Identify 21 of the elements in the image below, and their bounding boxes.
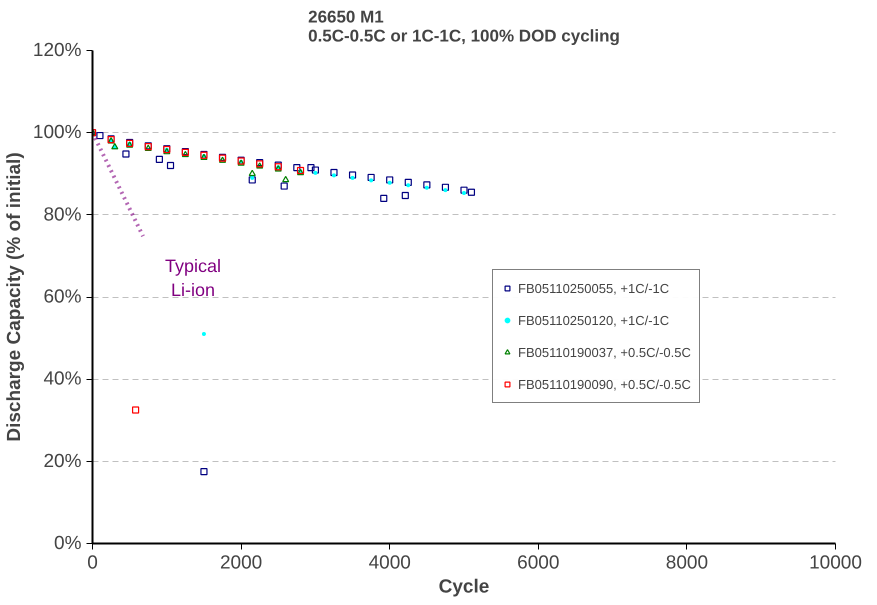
y-tick-label: 80%: [43, 204, 82, 226]
legend-label: FB05110190090, +0.5C/-0.5C: [518, 376, 691, 392]
y-tick-label: 20%: [43, 450, 82, 472]
x-tick-label: 8000: [666, 552, 708, 574]
y-tick-label: 40%: [43, 368, 82, 390]
x-tick-label: 2000: [220, 552, 262, 574]
y-tick-label: 0%: [54, 533, 82, 554]
y-tick-label: 100%: [32, 122, 82, 144]
x-tick-label: 4000: [368, 552, 411, 574]
legend-label: FB05110250055, +1C/-1C: [518, 280, 670, 296]
x-tick-label: 10000: [809, 552, 862, 574]
y-axis-title: Discharge Capacity (% of initial): [4, 152, 25, 442]
x-tick-label: 0: [87, 552, 98, 574]
y-tick-label: 60%: [43, 286, 82, 308]
legend-label: FB05110250120, +1C/-1C: [518, 312, 670, 328]
x-axis-title: Cycle: [438, 576, 490, 598]
x-tick-label: 6000: [517, 552, 560, 574]
chart-title: 26650 M1 0.5C-0.5C or 1C-1C, 100% DOD cycling: [308, 8, 620, 46]
y-tick-label: 120%: [32, 40, 82, 61]
legend-label: FB05110190037, +0.5C/-0.5C: [518, 344, 691, 360]
series-label: Typical Li-ion: [165, 256, 222, 300]
